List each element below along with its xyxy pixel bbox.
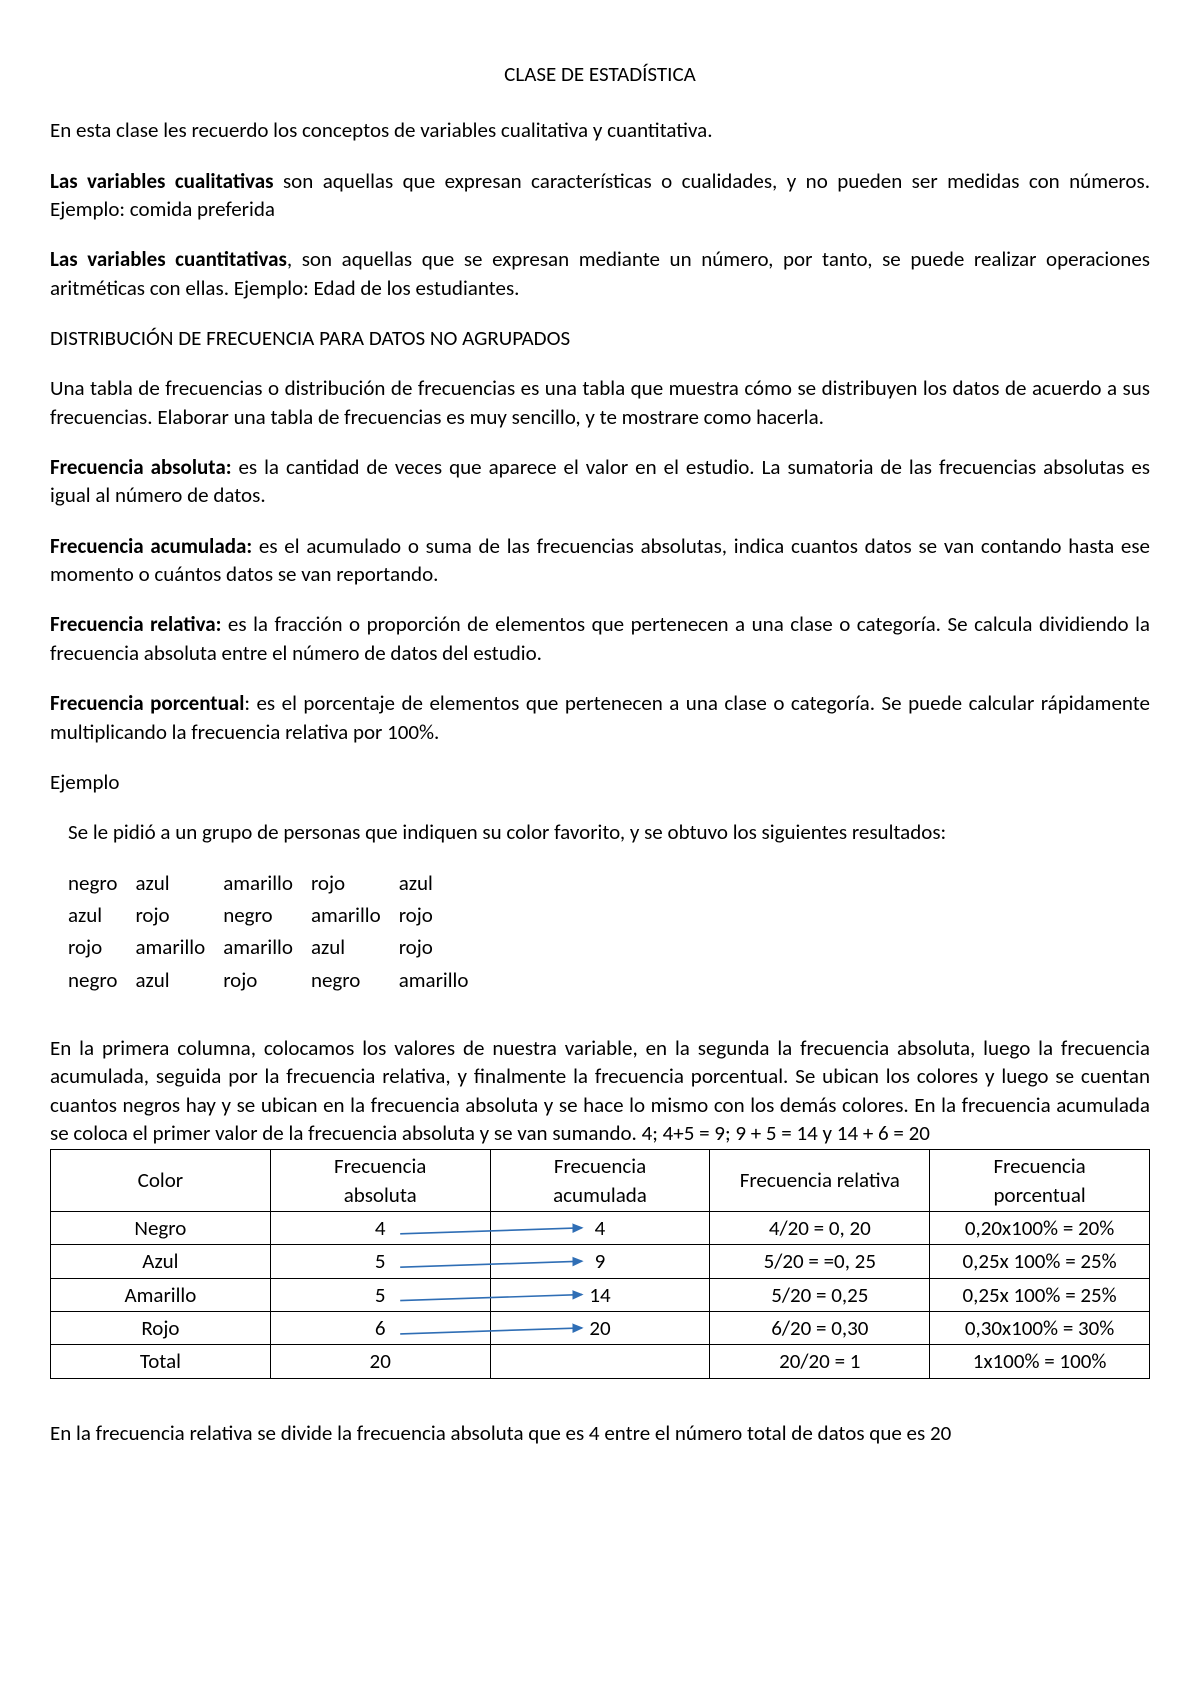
color-cell: azul xyxy=(311,933,381,961)
color-cell: rojo xyxy=(68,933,117,961)
frequency-table-wrap: Color Frecuenciaabsoluta Frecuenciaacumu… xyxy=(50,1149,1150,1378)
def-accumulated-label: Frecuencia acumulada: xyxy=(50,533,252,559)
color-cell: azul xyxy=(399,869,469,897)
cell-acum: 4 xyxy=(490,1211,710,1244)
color-cell: rojo xyxy=(135,901,205,929)
quantitative-label: Las variables cuantitativas xyxy=(50,246,287,272)
cell-abs: 5 xyxy=(270,1245,490,1278)
page-title: CLASE DE ESTADÍSTICA xyxy=(50,60,1150,88)
freq-table-intro: Una tabla de frecuencias o distribución … xyxy=(50,374,1150,431)
cell-abs: 20 xyxy=(270,1345,490,1378)
example-label: Ejemplo xyxy=(50,768,1150,796)
table-row: Negro 4 4 4/20 = 0, 20 0,20x100% = 20% xyxy=(51,1211,1150,1244)
col-header-color: Color xyxy=(51,1150,271,1212)
color-cell: negro xyxy=(68,966,117,994)
footnote: En la frecuencia relativa se divide la f… xyxy=(50,1419,1150,1447)
color-cell: rojo xyxy=(399,901,469,929)
def-relative-label: Frecuencia relativa: xyxy=(50,611,221,637)
color-cell: negro xyxy=(68,869,117,897)
cell-pct: 0,20x100% = 20% xyxy=(930,1211,1150,1244)
def-relative: Frecuencia relativa: es la fracción o pr… xyxy=(50,610,1150,667)
cell-abs: 4 xyxy=(270,1211,490,1244)
cell-abs: 6 xyxy=(270,1312,490,1345)
cell-color: Amarillo xyxy=(51,1278,271,1311)
def-percent: Frecuencia porcentual: es el porcentaje … xyxy=(50,689,1150,746)
cell-rel: 4/20 = 0, 20 xyxy=(710,1211,930,1244)
cell-color: Total xyxy=(51,1345,271,1378)
color-cell: amarillo xyxy=(311,901,381,929)
def-absolute-label: Frecuencia absoluta: xyxy=(50,454,232,480)
cell-acum xyxy=(490,1345,710,1378)
cell-rel: 6/20 = 0,30 xyxy=(710,1312,930,1345)
cell-color: Negro xyxy=(51,1211,271,1244)
frequency-table: Color Frecuenciaabsoluta Frecuenciaacumu… xyxy=(50,1149,1150,1378)
col-header-abs: Frecuenciaabsoluta xyxy=(270,1150,490,1212)
table-header-row: Color Frecuenciaabsoluta Frecuenciaacumu… xyxy=(51,1150,1150,1212)
col-header-rel: Frecuencia relativa xyxy=(710,1150,930,1212)
color-cell: rojo xyxy=(399,933,469,961)
def-percent-label: Frecuencia porcentual xyxy=(50,690,244,716)
color-cell: amarillo xyxy=(223,869,293,897)
table-row: Total 20 20/20 = 1 1x100% = 100% xyxy=(51,1345,1150,1378)
example-prompt: Se le pidió a un grupo de personas que i… xyxy=(68,818,1150,846)
color-data-grid: negro azul amarillo rojo azul azul rojo … xyxy=(68,869,468,994)
col-header-pct: Frecuenciaporcentual xyxy=(930,1150,1150,1212)
intro-paragraph: En esta clase les recuerdo los conceptos… xyxy=(50,116,1150,144)
def-absolute: Frecuencia absoluta: es la cantidad de v… xyxy=(50,453,1150,510)
def-accumulated: Frecuencia acumulada: es el acumulado o … xyxy=(50,532,1150,589)
color-cell: rojo xyxy=(223,966,293,994)
cell-rel: 5/20 = =0, 25 xyxy=(710,1245,930,1278)
section-heading: DISTRIBUCIÓN DE FRECUENCIA PARA DATOS NO… xyxy=(50,324,1150,352)
color-cell: azul xyxy=(135,966,205,994)
color-cell: negro xyxy=(311,966,381,994)
cell-rel: 20/20 = 1 xyxy=(710,1345,930,1378)
cell-rel: 5/20 = 0,25 xyxy=(710,1278,930,1311)
example-block: Se le pidió a un grupo de personas que i… xyxy=(50,818,1150,994)
cell-acum: 20 xyxy=(490,1312,710,1345)
cell-abs: 5 xyxy=(270,1278,490,1311)
table-explanation: En la primera columna, colocamos los val… xyxy=(50,1034,1150,1147)
color-cell: amarillo xyxy=(399,966,469,994)
color-cell: amarillo xyxy=(135,933,205,961)
color-cell: rojo xyxy=(311,869,381,897)
cell-pct: 0,25x 100% = 25% xyxy=(930,1278,1150,1311)
quantitative-def: Las variables cuantitativas, son aquella… xyxy=(50,245,1150,302)
col-header-acum: Frecuenciaacumulada xyxy=(490,1150,710,1212)
cell-pct: 1x100% = 100% xyxy=(930,1345,1150,1378)
table-row: Rojo 6 20 6/20 = 0,30 0,30x100% = 30% xyxy=(51,1312,1150,1345)
color-cell: negro xyxy=(223,901,293,929)
table-row: Azul 5 9 5/20 = =0, 25 0,25x 100% = 25% xyxy=(51,1245,1150,1278)
qualitative-label: Las variables cualitativas xyxy=(50,168,274,194)
qualitative-def: Las variables cualitativas son aquellas … xyxy=(50,167,1150,224)
color-cell: azul xyxy=(68,901,117,929)
cell-color: Azul xyxy=(51,1245,271,1278)
color-cell: amarillo xyxy=(223,933,293,961)
cell-pct: 0,30x100% = 30% xyxy=(930,1312,1150,1345)
table-row: Amarillo 5 14 5/20 = 0,25 0,25x 100% = 2… xyxy=(51,1278,1150,1311)
cell-acum: 14 xyxy=(490,1278,710,1311)
cell-color: Rojo xyxy=(51,1312,271,1345)
cell-pct: 0,25x 100% = 25% xyxy=(930,1245,1150,1278)
color-cell: azul xyxy=(135,869,205,897)
cell-acum: 9 xyxy=(490,1245,710,1278)
